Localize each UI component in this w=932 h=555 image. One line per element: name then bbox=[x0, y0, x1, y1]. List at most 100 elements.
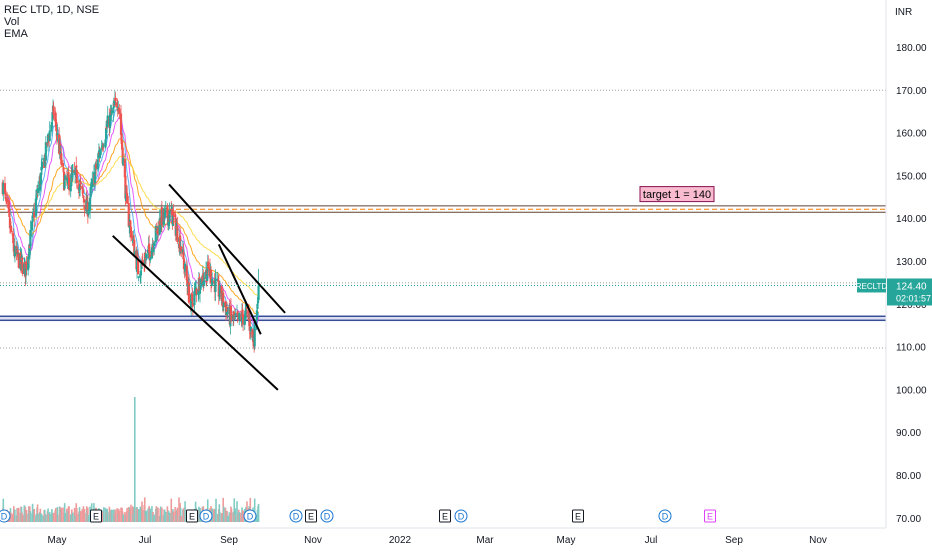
candle-body bbox=[97, 153, 100, 159]
trendline-2[interactable] bbox=[112, 235, 279, 391]
candle-body bbox=[46, 142, 49, 146]
volume-bar bbox=[168, 512, 171, 522]
bar-countdown: 02:01:57 bbox=[896, 293, 931, 303]
candle-body bbox=[34, 198, 38, 216]
candle-body bbox=[67, 177, 71, 190]
last-price-value: 124.40 bbox=[896, 281, 927, 292]
candle-body bbox=[251, 328, 254, 338]
candle-body bbox=[191, 293, 194, 302]
candle-body bbox=[193, 291, 196, 305]
earnings-marker[interactable] bbox=[439, 509, 451, 523]
candle-body bbox=[54, 119, 57, 122]
candle-body bbox=[252, 338, 255, 347]
volume-bar bbox=[21, 514, 24, 522]
candle-body bbox=[220, 285, 223, 301]
trendline-3[interactable] bbox=[217, 243, 262, 335]
candle-body bbox=[193, 288, 197, 293]
earnings-marker[interactable] bbox=[572, 509, 584, 523]
trendline-1[interactable] bbox=[168, 183, 286, 314]
volume-bar bbox=[222, 506, 225, 522]
candle-body bbox=[12, 244, 15, 252]
candle-body bbox=[23, 263, 26, 275]
volume-bar bbox=[151, 506, 153, 522]
candle-body bbox=[229, 308, 232, 327]
volume-bar bbox=[234, 508, 237, 522]
candle-body bbox=[182, 251, 185, 260]
candle-body bbox=[241, 309, 244, 318]
candle-body bbox=[185, 265, 188, 281]
candle-body bbox=[74, 167, 77, 175]
candle-body bbox=[242, 314, 245, 324]
price-tick-label: 170.00 bbox=[896, 86, 927, 97]
price-tick-label: 80.00 bbox=[896, 471, 921, 482]
candle-body bbox=[213, 281, 216, 283]
candle-body bbox=[21, 262, 24, 274]
candle-body bbox=[168, 210, 171, 222]
dividend-marker[interactable] bbox=[0, 509, 11, 523]
target-annotation-box[interactable] bbox=[639, 186, 715, 203]
earnings-marker[interactable] bbox=[186, 509, 198, 523]
earnings-marker[interactable] bbox=[305, 509, 317, 523]
ema-indicator-label[interactable]: EMA bbox=[4, 28, 28, 40]
dividend-marker[interactable] bbox=[289, 509, 303, 523]
symbol-title[interactable]: REC LTD, 1D, NSE bbox=[4, 4, 100, 16]
candle-body bbox=[206, 274, 209, 281]
candle-body bbox=[149, 257, 152, 261]
candle-body bbox=[125, 192, 129, 204]
candle-body bbox=[179, 235, 182, 252]
candle-body bbox=[256, 300, 260, 304]
time-tick-label: Nov bbox=[809, 535, 827, 546]
candle-body bbox=[137, 276, 140, 278]
earnings-marker[interactable] bbox=[90, 509, 102, 523]
dividend-marker[interactable] bbox=[243, 509, 257, 523]
candle-body bbox=[30, 221, 34, 231]
volume-bar bbox=[48, 512, 51, 522]
candle-body bbox=[25, 261, 28, 269]
volume-bar bbox=[226, 515, 229, 522]
candle-body bbox=[144, 257, 147, 259]
volume-indicator-label[interactable]: Vol bbox=[4, 16, 20, 28]
candle-body bbox=[9, 225, 13, 233]
symbol-badge[interactable] bbox=[857, 278, 886, 293]
candle-body bbox=[150, 247, 154, 259]
candle-body bbox=[93, 171, 97, 183]
candle-body bbox=[123, 159, 126, 178]
candle-body bbox=[81, 189, 84, 194]
earnings-marker-label: E bbox=[93, 512, 99, 522]
volume-bar bbox=[122, 514, 125, 522]
candle-body bbox=[159, 220, 162, 226]
price-tick-label: 140.00 bbox=[896, 214, 927, 225]
candle-body bbox=[230, 316, 233, 320]
earnings-marker[interactable] bbox=[704, 509, 716, 523]
dividend-marker[interactable] bbox=[199, 509, 213, 523]
volume-bar bbox=[118, 511, 121, 522]
dividend-marker[interactable] bbox=[454, 509, 468, 523]
volume-bar bbox=[82, 506, 85, 522]
volume-bar bbox=[63, 503, 66, 522]
dividend-marker[interactable] bbox=[658, 509, 672, 523]
candle-body bbox=[121, 140, 124, 150]
candle-body bbox=[64, 175, 67, 180]
candle-body bbox=[77, 184, 80, 190]
candle-body bbox=[47, 136, 50, 138]
candle-body bbox=[82, 195, 85, 199]
volume-bar bbox=[179, 507, 182, 522]
candle-body bbox=[160, 207, 163, 226]
last-price-badge[interactable] bbox=[887, 278, 932, 306]
support-band bbox=[0, 315, 886, 322]
volume-bar bbox=[14, 509, 16, 522]
candle-body bbox=[197, 289, 200, 295]
volume-bar bbox=[110, 509, 113, 522]
candle-body bbox=[24, 263, 28, 276]
candle-body bbox=[29, 229, 32, 247]
volume-bar bbox=[33, 509, 36, 522]
candle-body bbox=[56, 133, 59, 136]
candle-body bbox=[195, 288, 198, 295]
volume-bar bbox=[36, 504, 39, 522]
candle-body bbox=[125, 187, 128, 194]
candle-body bbox=[234, 314, 237, 316]
dividend-marker[interactable] bbox=[320, 509, 334, 523]
candle-body bbox=[13, 245, 17, 257]
